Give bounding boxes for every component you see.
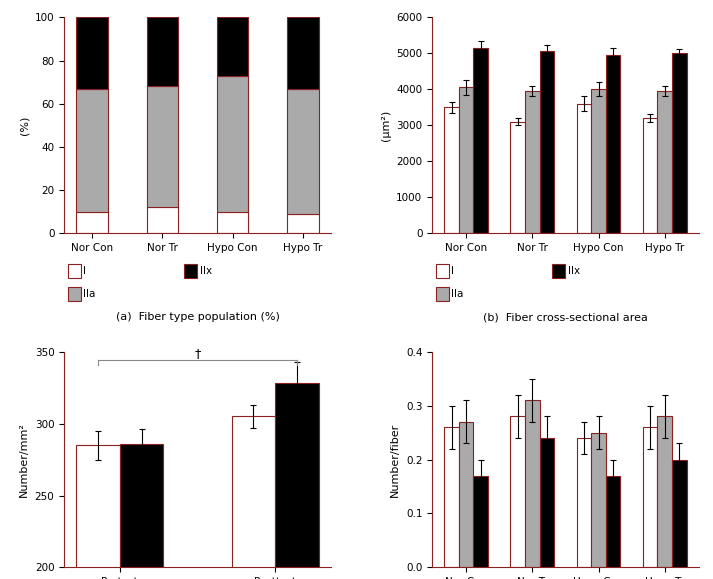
Bar xyxy=(147,17,178,86)
Bar xyxy=(473,476,488,567)
Text: I: I xyxy=(451,266,454,276)
Bar xyxy=(120,444,163,579)
Bar xyxy=(147,86,178,207)
Text: (a)  Fiber type population (%): (a) Fiber type population (%) xyxy=(116,312,279,322)
Bar xyxy=(657,91,672,233)
Bar xyxy=(76,445,120,579)
Bar xyxy=(606,55,620,233)
Bar xyxy=(76,17,108,89)
Bar xyxy=(672,460,687,567)
Bar xyxy=(76,211,108,233)
Text: †: † xyxy=(195,347,200,360)
Bar xyxy=(275,383,319,579)
Bar xyxy=(147,207,178,233)
Bar xyxy=(76,89,108,211)
Bar xyxy=(444,427,458,567)
Bar xyxy=(444,107,458,233)
Bar xyxy=(511,416,525,567)
Bar xyxy=(657,416,672,567)
Y-axis label: Number/fiber: Number/fiber xyxy=(390,423,400,497)
Y-axis label: (%): (%) xyxy=(19,116,29,135)
Bar xyxy=(287,89,319,214)
Bar xyxy=(540,438,554,567)
Bar xyxy=(511,122,525,233)
Bar xyxy=(606,476,620,567)
Bar xyxy=(525,400,540,567)
Bar xyxy=(217,211,248,233)
Text: (b)  Fiber cross-sectional area: (b) Fiber cross-sectional area xyxy=(483,312,648,322)
Bar xyxy=(287,214,319,233)
Bar xyxy=(458,422,473,567)
Text: IIx: IIx xyxy=(568,266,580,276)
Text: I: I xyxy=(83,266,86,276)
Bar xyxy=(473,48,488,233)
Y-axis label: Number/mm²: Number/mm² xyxy=(19,422,29,497)
Bar xyxy=(232,416,275,579)
Bar xyxy=(540,51,554,233)
Bar xyxy=(643,118,657,233)
Bar xyxy=(591,433,606,567)
Bar xyxy=(217,76,248,211)
Y-axis label: (μm²): (μm²) xyxy=(381,109,391,141)
Bar xyxy=(577,438,591,567)
Bar xyxy=(287,17,319,89)
Bar xyxy=(458,87,473,233)
Bar xyxy=(672,53,687,233)
Bar xyxy=(643,427,657,567)
Bar xyxy=(577,104,591,233)
Bar xyxy=(591,89,606,233)
Bar xyxy=(525,91,540,233)
Text: IIa: IIa xyxy=(451,289,463,299)
Bar xyxy=(217,17,248,76)
Text: IIa: IIa xyxy=(83,289,96,299)
Text: IIx: IIx xyxy=(200,266,212,276)
